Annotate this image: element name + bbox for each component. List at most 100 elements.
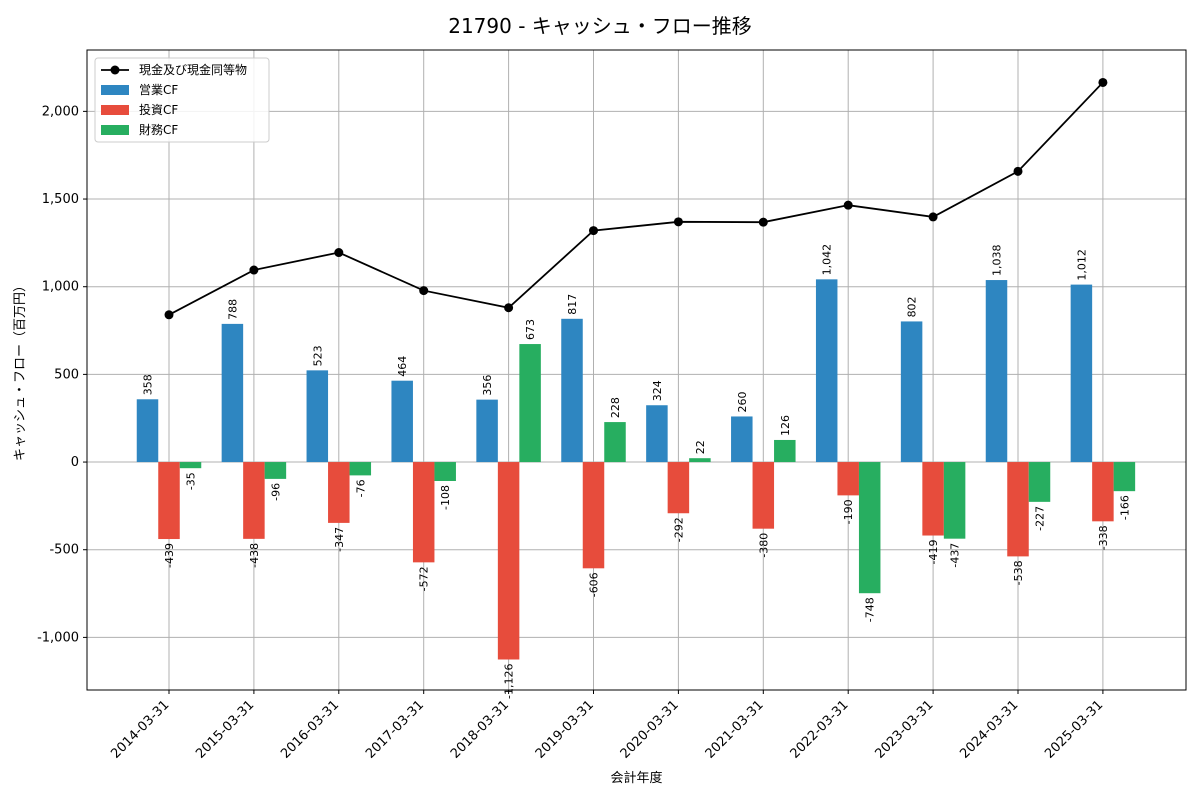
x-tick-label: 2018-03-31 <box>448 698 512 762</box>
data-label: -35 <box>185 472 198 490</box>
data-label: 356 <box>481 375 494 396</box>
y-tick-label: 1,500 <box>42 192 79 207</box>
bar-財務CF <box>1028 462 1051 502</box>
data-label: -227 <box>1034 506 1047 531</box>
x-tick-label: 2016-03-31 <box>278 698 342 762</box>
data-labels-layer: 358 788 523 464 356 817 324 260 1,042 802 1,038 1,0… <box>142 244 1132 699</box>
bar-営業CF <box>646 405 668 463</box>
data-label: -108 <box>439 485 452 510</box>
bar-財務CF <box>604 422 626 463</box>
legend-line-marker <box>110 65 120 75</box>
bar-財務CF <box>774 439 796 463</box>
legend-bar-swatch <box>101 105 129 115</box>
x-tick-label: 2025-03-31 <box>1042 698 1106 762</box>
bar-営業CF <box>815 279 838 463</box>
bar-営業CF <box>561 318 583 463</box>
data-label: -439 <box>163 543 176 568</box>
chart-title: 21790 - キャッシュ・フロー推移 <box>448 14 752 38</box>
cash-point <box>504 303 514 313</box>
legend-entry: 営業CF <box>139 83 178 97</box>
data-label: 22 <box>694 440 707 454</box>
bar-投資CF <box>158 462 180 540</box>
y-tick-label: 0 <box>71 455 79 470</box>
data-label: -538 <box>1012 560 1025 585</box>
y-tick-label: 500 <box>54 367 79 382</box>
data-label: -190 <box>842 499 855 524</box>
data-label: -419 <box>927 540 940 565</box>
data-label: 802 <box>906 296 919 317</box>
bar-投資CF <box>243 462 265 539</box>
data-label: 126 <box>779 415 792 436</box>
bar-営業CF <box>1070 284 1093 463</box>
bar-営業CF <box>985 280 1008 463</box>
legend-box <box>94 57 270 143</box>
bar-投資CF <box>667 462 690 514</box>
x-tick-label: 2020-03-31 <box>618 698 682 762</box>
x-tick-label: 2014-03-31 <box>108 698 172 762</box>
bar-財務CF <box>349 462 372 476</box>
cash-point <box>419 286 429 296</box>
bar-投資CF <box>582 462 605 569</box>
bar-財務CF <box>434 462 456 481</box>
bar-財務CF <box>264 462 287 479</box>
x-tick-label: 2024-03-31 <box>957 698 1021 762</box>
bar-投資CF <box>412 462 435 563</box>
data-label: -166 <box>1118 495 1131 520</box>
bars-layer <box>136 279 1136 660</box>
bar-営業CF <box>476 399 498 463</box>
cash-point <box>1098 77 1108 87</box>
data-label: 1,042 <box>821 244 834 276</box>
bar-営業CF <box>136 399 159 463</box>
legend-bar-swatch <box>101 125 129 135</box>
bar-営業CF <box>731 416 753 463</box>
data-label: -338 <box>1097 525 1110 550</box>
data-label: 228 <box>609 397 622 418</box>
y-tick-label: 2,000 <box>42 104 79 119</box>
bar-財務CF <box>519 344 541 463</box>
y-axis-label: キャッシュ・フロー（百万円） <box>13 279 28 461</box>
data-label: -96 <box>269 483 282 501</box>
bar-営業CF <box>221 323 244 463</box>
x-tick-label: 2023-03-31 <box>872 698 936 762</box>
bar-投資CF <box>1092 462 1114 522</box>
bar-財務CF <box>179 462 202 469</box>
bar-投資CF <box>1007 462 1029 557</box>
data-label: -437 <box>949 543 962 568</box>
data-label: -292 <box>672 517 685 542</box>
x-tick-label: 2022-03-31 <box>788 698 852 762</box>
data-label: -572 <box>418 566 431 591</box>
bar-営業CF <box>391 380 413 463</box>
bar-財務CF <box>858 462 881 594</box>
data-label: 1,038 <box>991 245 1004 277</box>
cash-point <box>249 265 259 275</box>
bar-投資CF <box>497 462 520 660</box>
data-label: 464 <box>396 356 409 377</box>
x-axis-label: 会計年度 <box>610 770 662 786</box>
y-tick-label: -1,000 <box>37 630 79 645</box>
data-label: 358 <box>142 374 155 395</box>
cash-point <box>164 310 174 320</box>
bar-財務CF <box>689 458 711 463</box>
data-label: 260 <box>736 391 749 412</box>
legend-entry: 投資CF <box>139 102 178 117</box>
cash-point <box>673 217 683 227</box>
x-tick-label: 2015-03-31 <box>193 698 257 762</box>
bar-投資CF <box>922 462 944 536</box>
cash-point <box>1013 166 1023 176</box>
cash-point <box>334 248 344 258</box>
data-label: 1,012 <box>1075 249 1088 281</box>
bar-投資CF <box>328 462 350 523</box>
cash-point <box>589 226 598 236</box>
cash-point <box>928 212 938 222</box>
line-layer <box>164 77 1108 320</box>
plot-frame <box>86 49 1187 691</box>
bar-営業CF <box>306 370 329 463</box>
data-label: 324 <box>651 380 664 401</box>
x-tick-label: 2021-03-31 <box>703 698 767 762</box>
legend-bar-swatch <box>101 85 129 95</box>
data-label: -748 <box>864 597 877 622</box>
y-tick-label: 1,000 <box>42 280 79 295</box>
cash-line <box>168 81 1104 316</box>
bar-投資CF <box>752 462 775 529</box>
